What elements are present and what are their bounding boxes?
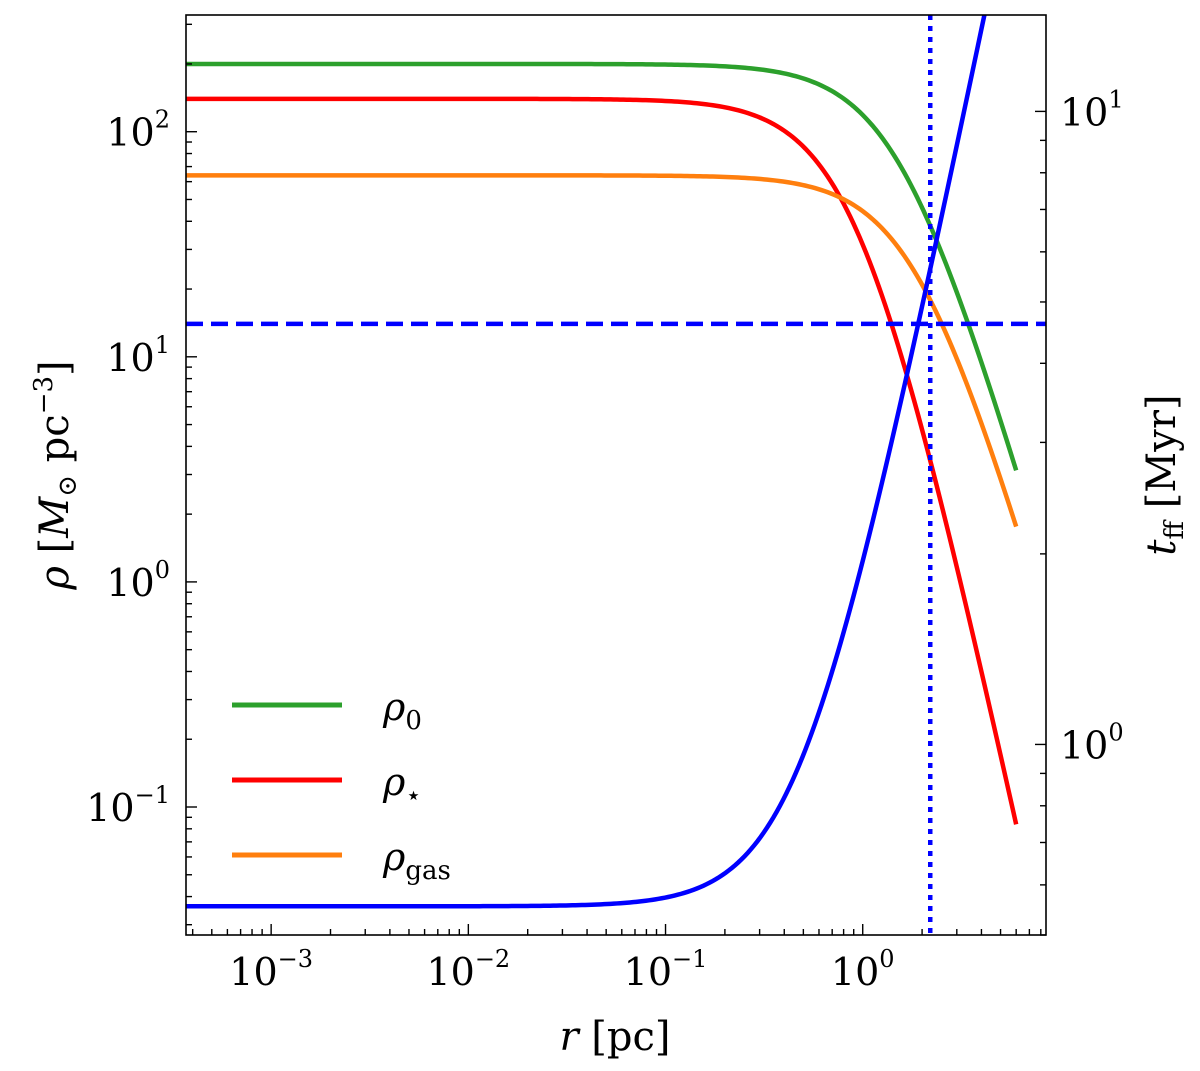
legend: ρ0 ρ⋆ ρgas: [232, 685, 451, 886]
series-line-rho-gas: [186, 173, 1019, 528]
y-left-tick-label: 102: [106, 106, 170, 155]
x-tick-label: 100: [831, 945, 895, 994]
y-right-tick-label: 101: [1060, 85, 1124, 134]
y-left-tick-label: 10−1: [86, 781, 170, 830]
x-tick-label: 10−1: [624, 945, 708, 994]
series-line-tff: [186, 15, 987, 909]
plot-frame: [185, 14, 1047, 936]
legend-label-rho0: ρ0: [382, 685, 422, 736]
y-left-tick-label: 100: [106, 556, 170, 605]
legend-label-rho-star: ρ⋆: [382, 760, 422, 811]
series-line-rho0: [186, 61, 1019, 472]
axis-ticks: [186, 23, 1046, 936]
y-right-tick-label: 100: [1060, 718, 1124, 767]
series-lines: [186, 15, 1019, 909]
x-tick-label: 10−3: [229, 945, 313, 994]
x-axis-label: r [pc]: [559, 1014, 670, 1060]
y-left-tick-label: 101: [106, 331, 170, 380]
series-line-rho-star: [186, 96, 1019, 825]
y-axis-right-label: tff [Myr]: [1139, 394, 1190, 555]
y-axis-left-label: ρ [M⊙ pc−3]: [29, 360, 83, 590]
legend-label-rho-gas: ρgas: [382, 835, 451, 886]
reference-lines: [186, 15, 1046, 935]
x-tick-label: 10−2: [426, 945, 510, 994]
axis-tick-labels: 10−3 10−2 10−1 100 10−1 100 101 102 100 101: [86, 85, 1123, 994]
